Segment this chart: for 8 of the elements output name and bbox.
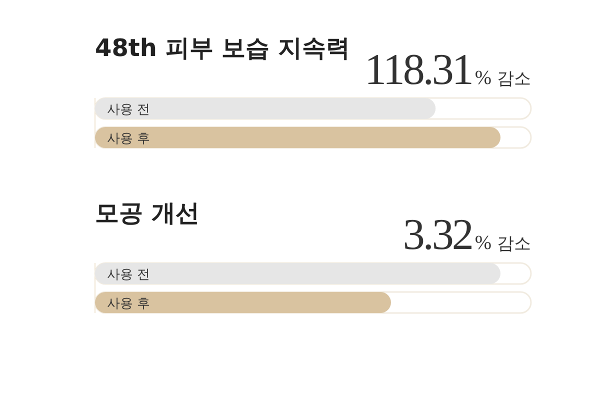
- chart-subtitle: 118.31% 감소: [364, 45, 531, 94]
- chart-title: 48th 피부 보습 지속력: [95, 34, 350, 62]
- y-tick-label: 사용 전: [107, 102, 150, 118]
- y-tick-label: 사용 후: [107, 296, 150, 312]
- chart-title: 모공 개선: [95, 199, 200, 227]
- y-tick-label: 사용 후: [107, 132, 150, 146]
- chart-subtitle: 3.32% 감소: [402, 210, 531, 259]
- y-tick-label: 사용 전: [107, 268, 150, 282]
